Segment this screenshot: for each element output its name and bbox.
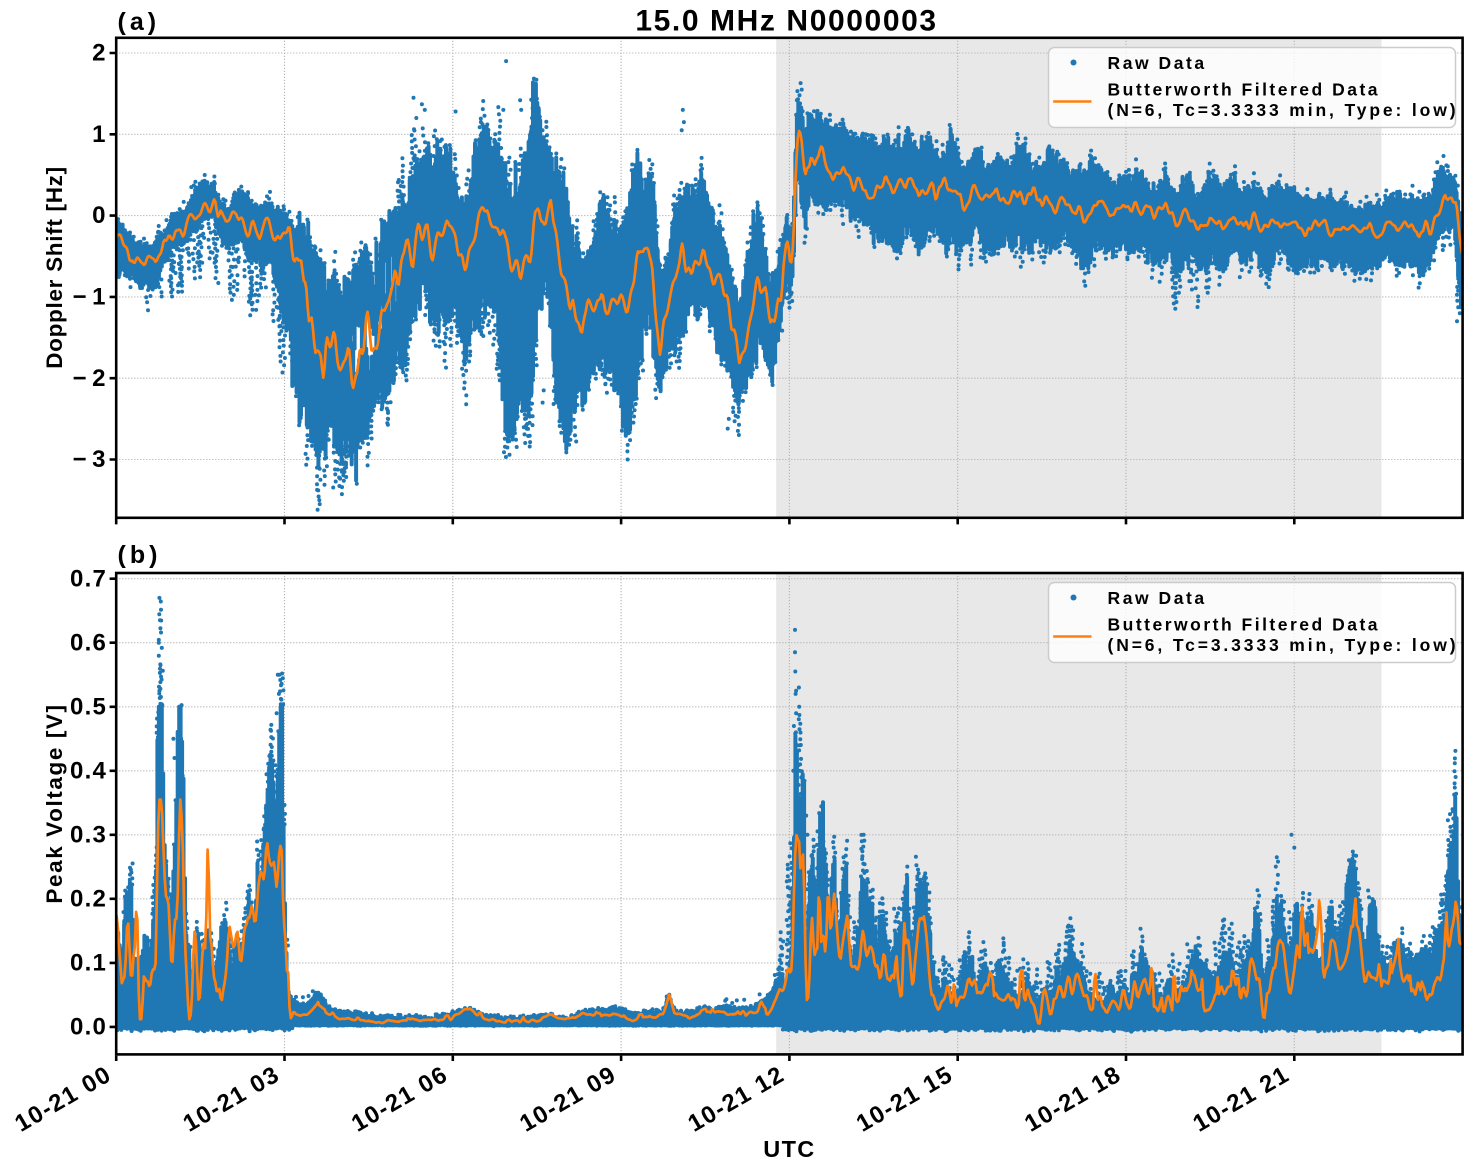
svg-text:(N=6, Tc=3.3333 min, Type: low: (N=6, Tc=3.3333 min, Type: low): [1108, 635, 1459, 655]
svg-text:Butterworth Filtered Data: Butterworth Filtered Data: [1108, 615, 1381, 635]
svg-text:0.3: 0.3: [70, 821, 107, 848]
svg-text:0.5: 0.5: [70, 693, 107, 720]
svg-text:0.4: 0.4: [70, 757, 107, 784]
svg-text:−2: −2: [73, 365, 111, 392]
svg-text:(a): (a): [118, 8, 161, 36]
svg-text:0.0: 0.0: [70, 1014, 107, 1041]
svg-text:Raw Data: Raw Data: [1108, 588, 1207, 608]
svg-text:0.6: 0.6: [70, 629, 107, 656]
svg-text:15.0 MHz N0000003: 15.0 MHz N0000003: [635, 5, 937, 38]
svg-text:0.1: 0.1: [70, 950, 107, 977]
svg-text:(b): (b): [118, 541, 162, 569]
svg-text:(N=6, Tc=3.3333 min, Type: low: (N=6, Tc=3.3333 min, Type: low): [1108, 100, 1459, 120]
svg-text:0.7: 0.7: [70, 565, 107, 592]
svg-text:−1: −1: [73, 284, 111, 311]
svg-text:2: 2: [92, 40, 105, 67]
svg-text:Peak Voltage [V]: Peak Voltage [V]: [42, 703, 67, 903]
svg-text:Butterworth Filtered Data: Butterworth Filtered Data: [1108, 80, 1381, 100]
svg-text:UTC: UTC: [763, 1136, 815, 1162]
svg-text:Raw Data: Raw Data: [1108, 53, 1207, 73]
svg-text:0.2: 0.2: [70, 885, 107, 912]
svg-text:0: 0: [92, 202, 105, 229]
svg-text:−3: −3: [73, 446, 111, 473]
svg-text:Doppler Shift [Hz]: Doppler Shift [Hz]: [42, 166, 67, 369]
svg-text:1: 1: [92, 121, 105, 148]
